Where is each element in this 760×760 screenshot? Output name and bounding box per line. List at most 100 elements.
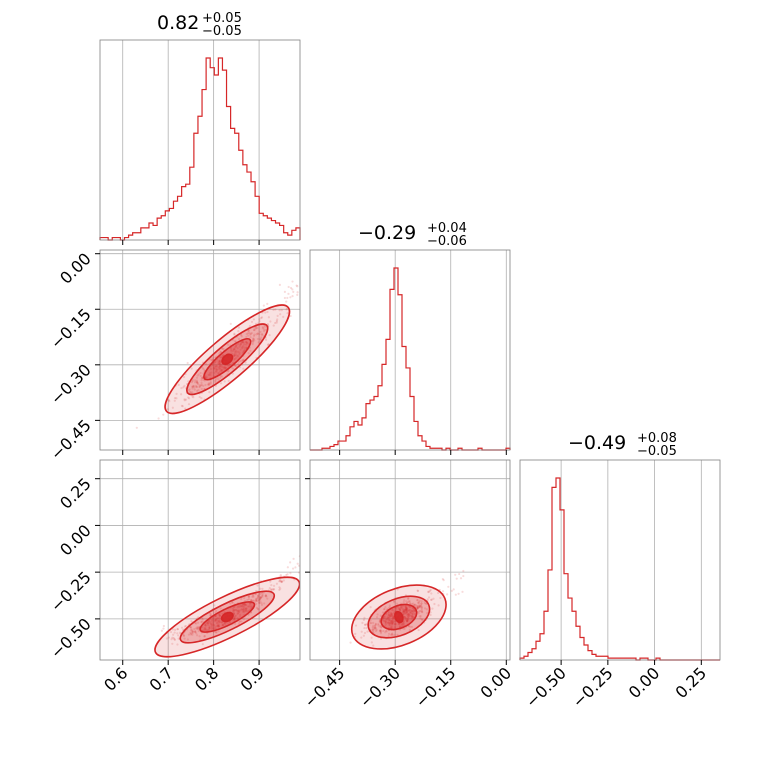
sample-point bbox=[409, 602, 412, 605]
sample-point bbox=[233, 340, 236, 343]
sample-point bbox=[217, 371, 220, 375]
sample-point bbox=[250, 605, 254, 608]
sample-point bbox=[407, 613, 410, 616]
sample-point bbox=[406, 619, 409, 622]
sample-point bbox=[235, 350, 238, 353]
sample-point bbox=[404, 608, 407, 611]
sample-point bbox=[233, 357, 236, 361]
sample-point bbox=[215, 619, 218, 622]
sample-point bbox=[405, 611, 409, 614]
sample-point bbox=[256, 607, 260, 610]
sample-point bbox=[230, 348, 233, 352]
sample-point bbox=[260, 601, 263, 605]
sample-point bbox=[200, 620, 204, 623]
sample-point bbox=[404, 608, 407, 611]
sample-point bbox=[420, 606, 423, 609]
sample-point bbox=[215, 368, 218, 371]
sample-point bbox=[233, 616, 236, 619]
sample-point bbox=[261, 333, 264, 337]
sample-point bbox=[307, 549, 309, 551]
sample-point bbox=[195, 389, 199, 392]
sample-point bbox=[390, 620, 393, 623]
sample-point bbox=[392, 617, 395, 620]
sample-point bbox=[169, 630, 173, 634]
sample-point bbox=[354, 632, 357, 636]
hist-title-1: −0.29 bbox=[358, 222, 416, 244]
sample-point bbox=[194, 381, 197, 384]
sample-point bbox=[390, 625, 393, 629]
sample-point bbox=[183, 384, 186, 388]
sample-point bbox=[234, 614, 238, 617]
sample-point bbox=[384, 617, 387, 620]
sample-point bbox=[213, 604, 216, 607]
sample-point bbox=[176, 627, 179, 631]
sample-point bbox=[237, 611, 240, 614]
sample-point bbox=[196, 374, 199, 377]
sample-point bbox=[216, 624, 219, 627]
sample-point bbox=[393, 601, 396, 604]
sample-point bbox=[204, 363, 208, 366]
sample-point bbox=[246, 332, 249, 335]
sample-point bbox=[249, 336, 252, 339]
sample-point bbox=[389, 611, 393, 615]
sample-point bbox=[200, 396, 203, 400]
sample-point bbox=[248, 325, 252, 328]
sample-point bbox=[384, 621, 387, 625]
sample-point bbox=[391, 618, 395, 621]
sample-point bbox=[207, 628, 211, 632]
sample-point bbox=[203, 627, 206, 630]
sample-point bbox=[392, 612, 395, 615]
panel-frame-0 bbox=[99, 249, 301, 451]
sample-point bbox=[217, 625, 220, 628]
sample-point bbox=[234, 357, 238, 360]
y-tick-label: −0.25 bbox=[47, 568, 95, 616]
sample-point bbox=[187, 633, 191, 636]
sample-point bbox=[291, 567, 295, 570]
sample-point bbox=[247, 329, 250, 332]
sample-point bbox=[388, 606, 391, 609]
sample-point bbox=[208, 373, 211, 376]
sample-point bbox=[239, 343, 242, 347]
sample-point bbox=[191, 630, 194, 633]
sample-point bbox=[405, 608, 408, 611]
sample-point bbox=[193, 386, 196, 389]
sample-point bbox=[373, 626, 377, 629]
sample-point bbox=[247, 334, 250, 337]
sample-point bbox=[250, 599, 253, 602]
sample-point bbox=[404, 605, 407, 609]
sample-point bbox=[180, 404, 183, 407]
sample-point bbox=[218, 359, 221, 363]
sample-point bbox=[214, 618, 217, 622]
sample-point bbox=[220, 370, 224, 373]
sample-point bbox=[232, 355, 236, 358]
sample-point bbox=[233, 354, 236, 357]
sample-point bbox=[200, 379, 203, 382]
sample-point bbox=[198, 395, 201, 399]
sample-point bbox=[243, 603, 246, 606]
sample-point bbox=[195, 381, 199, 384]
sample-point bbox=[176, 643, 179, 646]
sample-point bbox=[269, 580, 272, 583]
sample-point bbox=[233, 333, 236, 336]
sample-point bbox=[371, 626, 374, 629]
sample-point bbox=[419, 615, 422, 618]
x-tick-label: 0.25 bbox=[672, 663, 711, 702]
sample-point bbox=[208, 626, 211, 629]
sample-point bbox=[220, 369, 223, 372]
histogram-param-2 bbox=[519, 477, 720, 661]
sample-point bbox=[208, 626, 211, 629]
sample-point bbox=[409, 611, 412, 614]
sample-point bbox=[196, 381, 199, 384]
sample-point bbox=[223, 622, 226, 625]
sample-point bbox=[372, 644, 375, 647]
sample-point bbox=[210, 624, 213, 627]
sample-point bbox=[222, 368, 225, 371]
sample-point bbox=[217, 623, 220, 626]
sample-point bbox=[258, 333, 261, 336]
sample-point bbox=[157, 417, 160, 420]
sample-point bbox=[267, 316, 270, 319]
sample-point bbox=[371, 629, 374, 632]
sample-point bbox=[406, 618, 409, 621]
sample-point bbox=[238, 620, 241, 624]
sample-point bbox=[235, 608, 238, 612]
